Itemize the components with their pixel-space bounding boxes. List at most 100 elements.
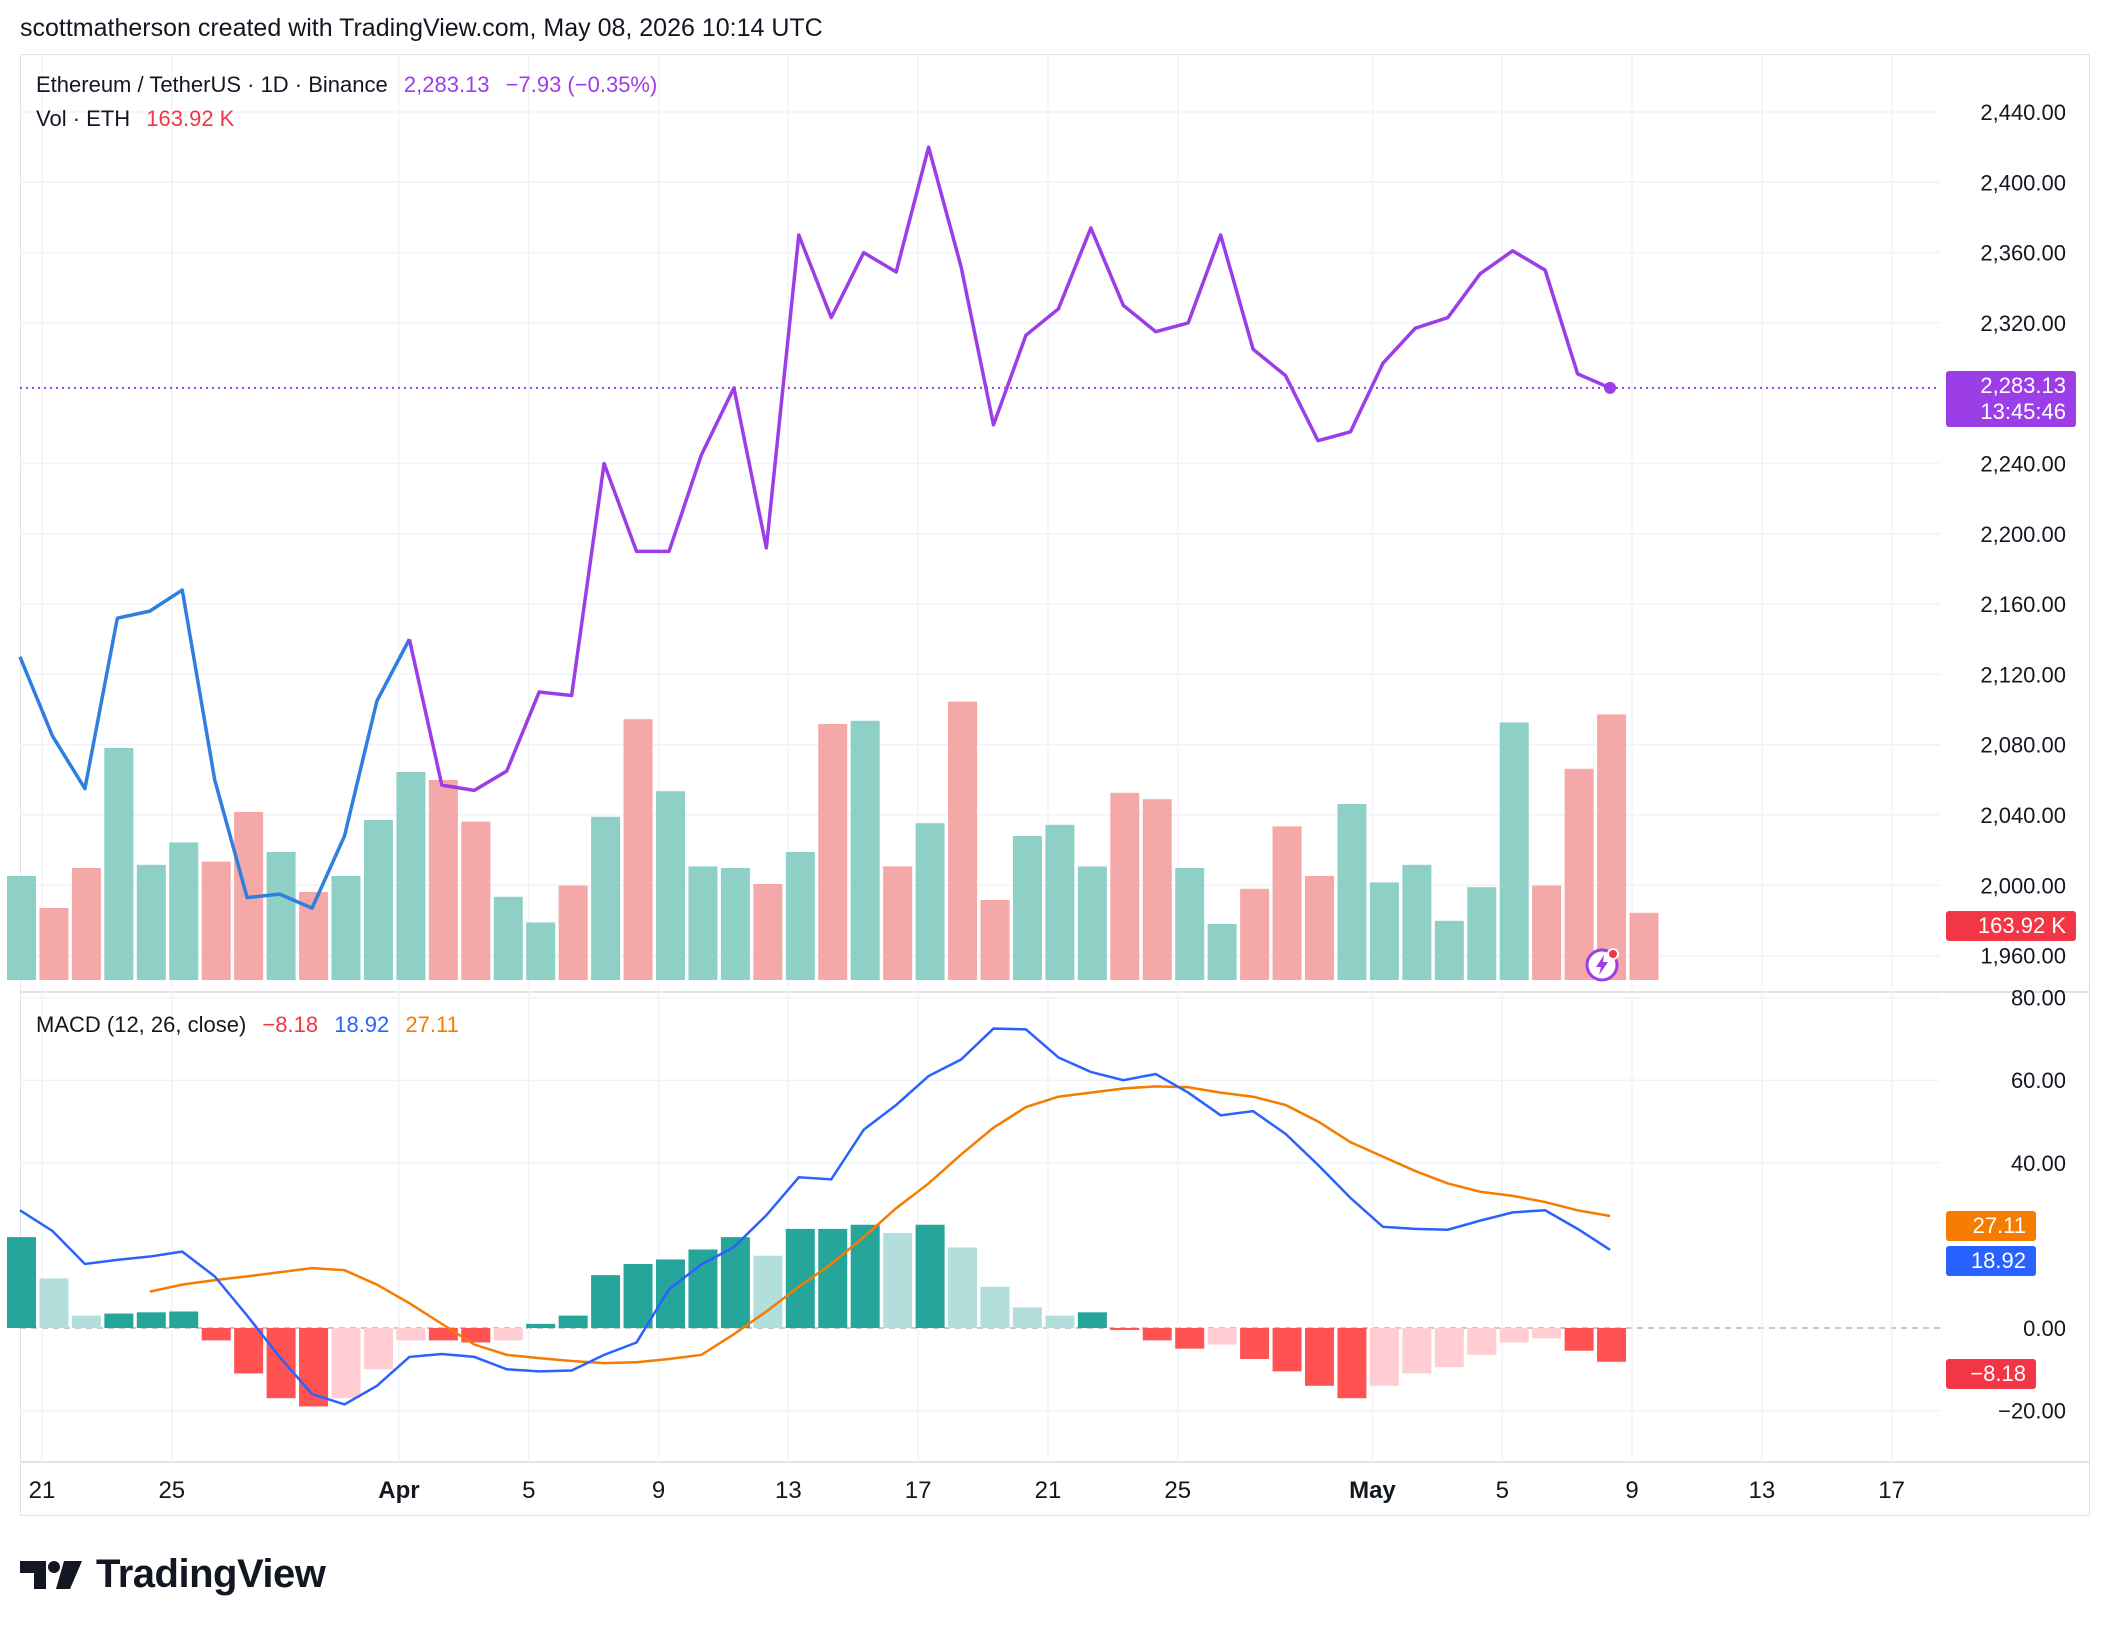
symbol-name[interactable]: Ethereum / TetherUS · 1D · Binance [36, 72, 388, 97]
macd-histogram-bar [883, 1233, 913, 1328]
macd-histogram-bar [1175, 1328, 1205, 1349]
hist-tag: −8.18 [1946, 1359, 2036, 1389]
tradingview-brand[interactable]: TradingView [20, 1552, 326, 1597]
volume-bar [136, 864, 166, 980]
macd-histogram-bar [201, 1328, 231, 1341]
volume-bar [1369, 882, 1399, 980]
time-axis-tick: May [1349, 1477, 1396, 1504]
macd-histogram-bar [363, 1328, 393, 1370]
macd-histogram-bar [526, 1323, 556, 1328]
volume-value: 163.92 K [146, 106, 235, 131]
volume-tag: 163.92 K [1946, 911, 2076, 941]
macd-histogram-bar [1337, 1328, 1367, 1399]
volume-bar [1175, 868, 1205, 980]
macd-histogram-bar [558, 1315, 588, 1328]
macd-histogram-bar [1467, 1328, 1497, 1355]
macd-histogram-bar [104, 1313, 134, 1328]
macd-legend[interactable]: MACD (12, 26, close) −8.18 18.92 27.11 [36, 1012, 469, 1038]
volume-bar [169, 842, 199, 980]
volume-bar [785, 852, 815, 980]
macd-histogram-bar [1272, 1328, 1302, 1372]
time-axis-tick: 5 [1496, 1477, 1509, 1504]
volume-bar [493, 896, 523, 980]
volume-label[interactable]: Vol · ETH [36, 106, 131, 131]
time-axis-tick: 9 [652, 1477, 665, 1504]
last-price-tag: 2,283.13 13:45:46 [1946, 371, 2076, 427]
volume-bar [1207, 924, 1237, 980]
macd-histogram-bar [1077, 1312, 1107, 1328]
macd-histogram-bar [591, 1275, 621, 1328]
macd-label[interactable]: MACD (12, 26, close) [36, 1012, 247, 1037]
macd-histogram-bar [1045, 1315, 1075, 1328]
volume-legend[interactable]: Vol · ETH 163.92 K [36, 106, 244, 132]
volume-bar [7, 876, 36, 980]
time-axis-tick: Apr [378, 1477, 419, 1504]
price-axis-tick: 2,400.00 [1980, 170, 2066, 195]
volume-bar [720, 868, 750, 980]
macd-histogram-bar [396, 1328, 426, 1341]
volume-bar [656, 791, 685, 980]
countdown-timer: 13:45:46 [1980, 399, 2066, 424]
volume-bar [1434, 920, 1464, 980]
volume-bars [7, 701, 1659, 980]
volume-bar [591, 816, 621, 980]
price-axis-tick: 2,200.00 [1980, 522, 2066, 547]
macd-histogram-bar [493, 1328, 523, 1341]
macd-histogram-bar [1207, 1328, 1237, 1345]
macd-axis-tick: −20.00 [1998, 1399, 2066, 1424]
time-axis-tick: 17 [905, 1477, 932, 1504]
macd-signal-value: 27.11 [405, 1012, 459, 1037]
volume-bar [1305, 876, 1334, 980]
macd-histogram-bar [428, 1328, 458, 1341]
price-axis-tick: 2,240.00 [1980, 452, 2066, 477]
volume-bar [1272, 826, 1302, 980]
macd-histogram-bar [169, 1311, 199, 1328]
macd-histogram-bar [818, 1228, 848, 1328]
macd-histogram-bar [234, 1328, 264, 1374]
volume-bar [331, 876, 361, 980]
macd-histogram-bar [1499, 1328, 1529, 1343]
macd-tag: 18.92 [1946, 1246, 2036, 1276]
volume-bar [266, 852, 296, 980]
axis-labels: 2,440.00 2,400.00 2,360.00 2,320.00 2,240.00… [29, 100, 2066, 1504]
chart-frame[interactable] [20, 54, 2090, 1516]
volume-bar [396, 772, 426, 980]
time-axis-tick: 13 [1748, 1477, 1775, 1504]
volume-bar [1012, 836, 1042, 980]
symbol-legend[interactable]: Ethereum / TetherUS · 1D · Binance 2,283… [36, 72, 667, 98]
macd-histogram-bar [266, 1328, 296, 1399]
price-axis-tick: 2,080.00 [1980, 733, 2066, 758]
volume-bar [883, 866, 913, 980]
macd-histogram-bar [1434, 1328, 1464, 1368]
macd-histogram-bar [1110, 1328, 1140, 1331]
volume-bar [201, 861, 231, 980]
macd-histogram-bar [71, 1315, 101, 1328]
lightning-alert-icon[interactable] [1584, 947, 1620, 983]
volume-bar [558, 885, 588, 980]
volume-bar [39, 908, 69, 980]
last-price-value: 2,283.13 [403, 72, 490, 97]
time-axis-tick: 21 [29, 1477, 56, 1504]
macd-histogram-bar [7, 1237, 36, 1328]
volume-bar [1077, 866, 1107, 980]
price-axis-tick: 2,000.00 [1980, 873, 2066, 898]
macd-lines [19, 1027, 1611, 1406]
price-lines [18, 145, 1940, 910]
volume-bar [1499, 722, 1529, 980]
price-axis-tick: 1,960.00 [1980, 944, 2066, 969]
time-axis-tick: 9 [1625, 1477, 1638, 1504]
macd-histogram-bar [850, 1224, 880, 1328]
volume-bar [818, 724, 848, 980]
macd-histogram-bar [915, 1224, 945, 1328]
tradingview-wordmark: TradingView [96, 1552, 326, 1596]
volume-bar [1597, 714, 1627, 980]
macd-histogram-bar [623, 1263, 653, 1328]
macd-histogram [7, 1224, 1627, 1407]
macd-histogram-bar [656, 1259, 685, 1328]
price-axis-tick: 2,320.00 [1980, 311, 2066, 336]
signal-tag: 27.11 [1946, 1211, 2036, 1241]
price-axis-tick: 2,160.00 [1980, 592, 2066, 617]
volume-bar [1337, 804, 1367, 980]
macd-histogram-bar [980, 1286, 1010, 1328]
